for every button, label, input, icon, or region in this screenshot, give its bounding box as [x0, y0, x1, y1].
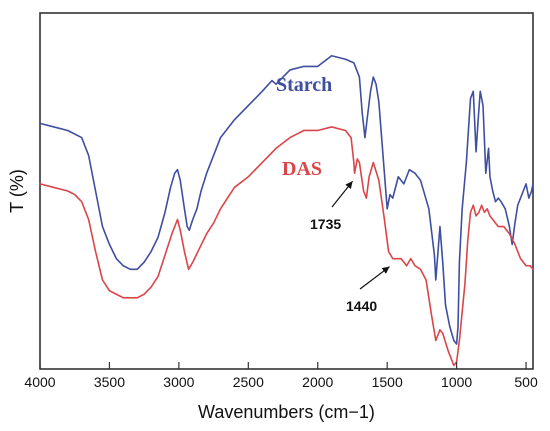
x-tick-label-1000: 1000: [441, 374, 472, 390]
annotation-label-1440: 1440: [346, 298, 377, 314]
plot-frame: [39, 12, 534, 370]
x-axis-label: Wavenumbers (cm−1): [198, 402, 375, 422]
labels-layer: Wavenumbers (cm−1) T (%) Starch DAS: [7, 74, 375, 422]
x-tick-label-3000: 3000: [163, 374, 194, 390]
annotation-arrow-1735: [331, 180, 354, 208]
x-tick-label-1500: 1500: [372, 374, 403, 390]
annotation-arrow-1440: [359, 266, 390, 290]
x-axis-ticks: 4000 3500 3000 2500 2000 1500 1000 500: [24, 362, 538, 390]
series-layer: [39, 54, 534, 367]
x-tick-label-2000: 2000: [302, 374, 333, 390]
annotation-label-1735: 1735: [310, 216, 341, 232]
series-line-das: [39, 126, 534, 367]
series-label-das: DAS: [282, 158, 322, 180]
x-tick-label-2500: 2500: [233, 374, 264, 390]
x-tick-label-4000: 4000: [24, 374, 55, 390]
series-label-starch: Starch: [276, 74, 332, 96]
x-tick-label-500: 500: [514, 374, 538, 390]
plot-frame-rect: [39, 12, 534, 370]
x-tick-label-3500: 3500: [94, 374, 125, 390]
y-axis-label: T (%): [7, 169, 27, 213]
annotations-layer: 1735 1440: [310, 180, 390, 314]
series-line-starch: [39, 54, 534, 345]
